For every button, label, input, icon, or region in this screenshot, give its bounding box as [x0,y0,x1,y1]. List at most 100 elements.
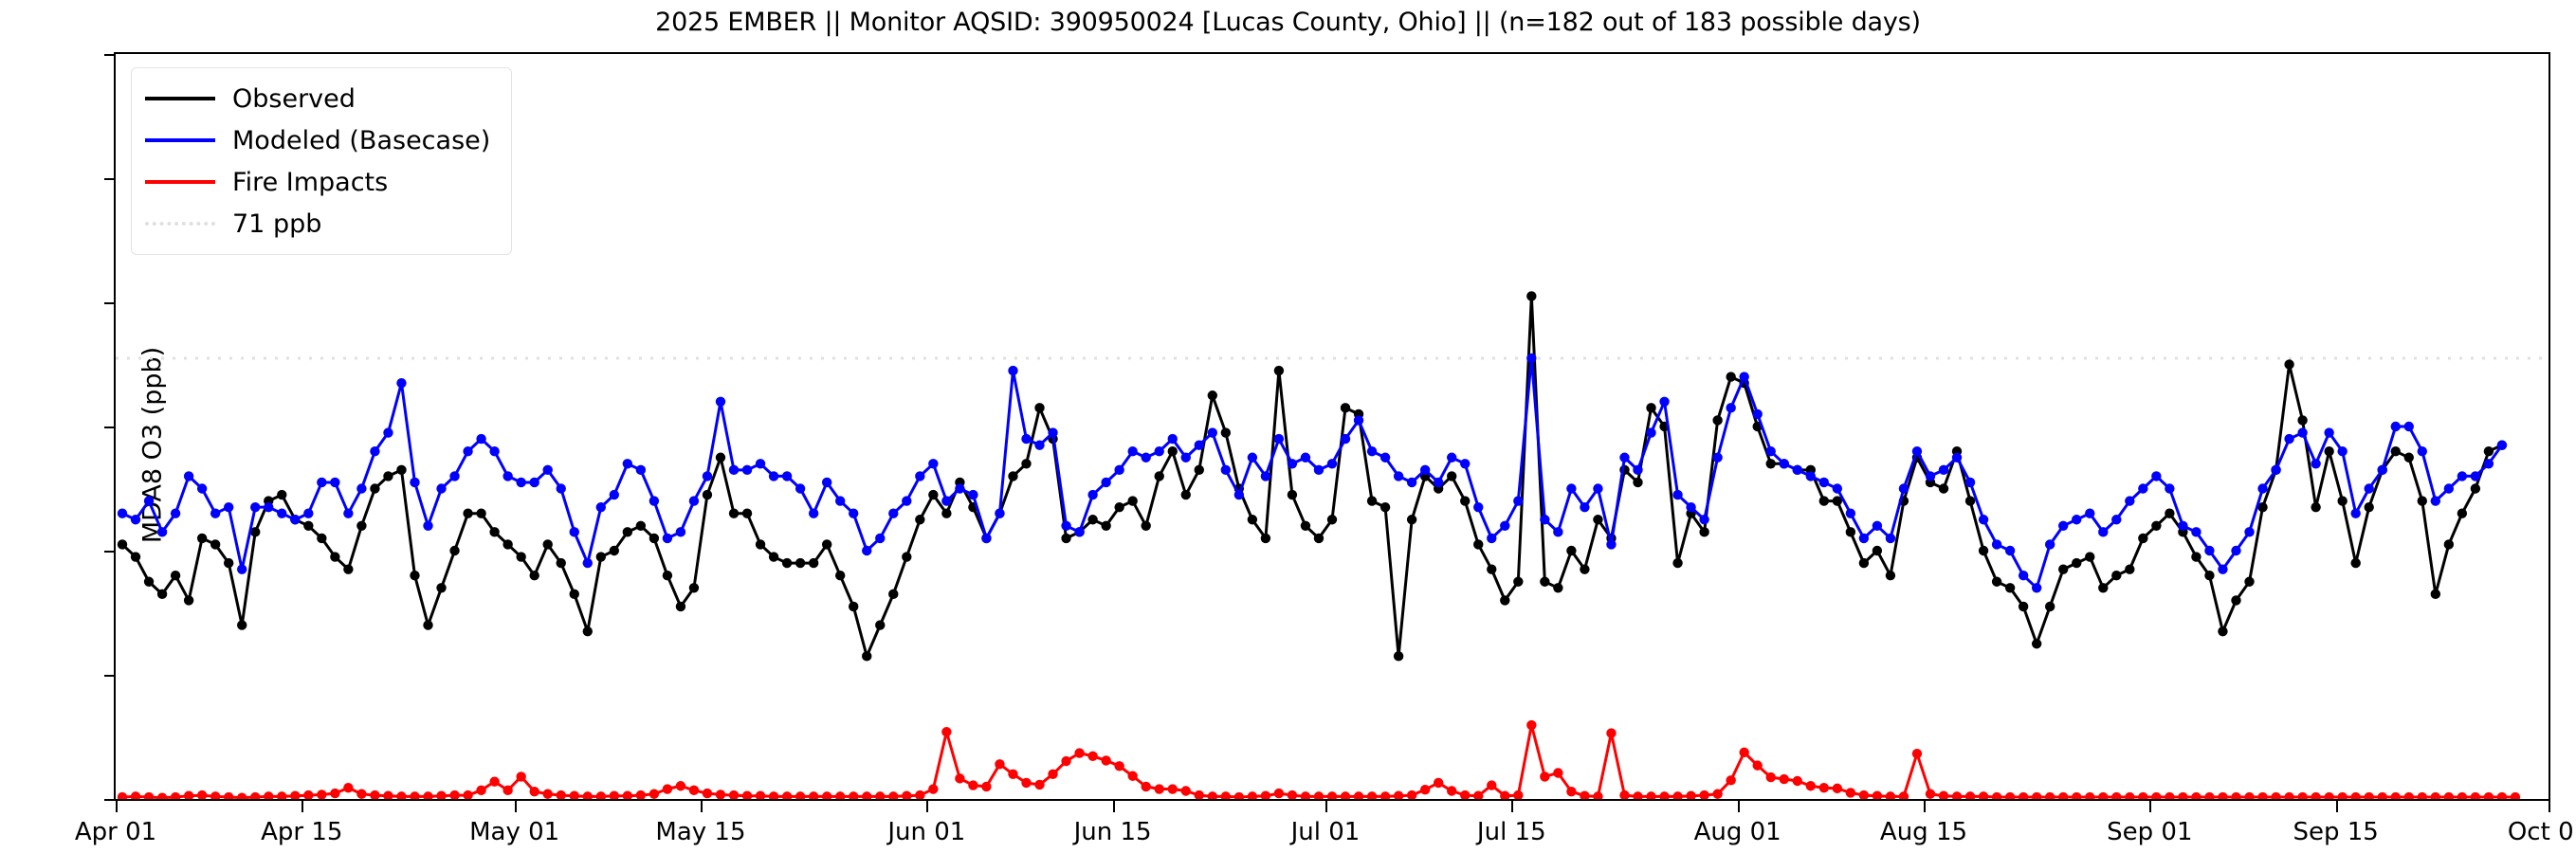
data-point [808,557,819,569]
data-point [1858,789,1870,799]
x-tick-label: Aug 15 [1879,818,1968,846]
data-point [2151,471,2162,481]
x-tick-label: Sep 01 [2107,818,2193,846]
data-point [1513,789,1524,799]
data-point [2111,515,2122,525]
data-point [463,508,473,518]
legend-item[interactable]: Modeled (Basecase) [145,119,490,161]
data-point [196,789,208,799]
data-point [781,471,793,481]
data-point [888,589,899,600]
data-point [1792,775,1802,787]
data-point [383,427,393,438]
data-point [1925,471,1936,481]
data-point [1752,760,1763,771]
data-point [755,539,766,550]
data-point [1672,791,1683,799]
data-point [915,471,925,481]
data-point [2031,791,2042,799]
data-point [2098,527,2109,537]
data-point [768,552,779,562]
data-point [2218,626,2228,637]
data-point [1167,433,1178,445]
data-point [502,539,513,550]
data-point [1818,496,1830,506]
data-point [2390,791,2401,799]
data-point [2350,791,2361,799]
data-point [2165,508,2175,518]
data-point [1260,790,1271,799]
data-point [529,477,539,488]
legend-item[interactable]: 71 ppb [145,203,490,245]
data-point [928,489,939,500]
data-point [542,789,553,799]
data-point [702,489,713,500]
data-point [2138,791,2148,799]
data-point [2470,791,2481,799]
x-tick-mark [1112,801,1115,812]
data-point [795,557,806,569]
data-point [1473,501,1484,513]
data-point [290,790,301,799]
data-point [370,789,380,799]
chart-title: 2025 EMBER || Monitor AQSID: 390950024 [… [655,8,1921,37]
data-point [2031,639,2042,649]
data-point [542,464,553,476]
data-point [2390,421,2401,432]
data-point [1114,761,1124,771]
x-tick-mark [1737,801,1740,812]
data-point [183,790,194,799]
data-point [955,483,965,494]
data-point [715,452,726,463]
legend-swatch-fire-impacts [145,170,215,194]
data-point [1194,789,1204,799]
data-point [476,433,486,445]
data-point [170,508,181,518]
data-point [1885,571,1896,581]
chart-legend: Observed Modeled (Basecase) Fire Impacts 71… [131,67,513,255]
data-point [875,791,886,799]
data-point [2364,483,2374,494]
data-point [1048,427,1058,438]
data-point [250,527,261,537]
data-point [1765,771,1776,783]
data-point [2311,791,2321,799]
data-point [1433,777,1444,789]
data-point [1353,791,1364,799]
data-point [715,789,726,799]
data-point [2218,791,2228,799]
data-point [1101,520,1111,531]
data-point [2417,496,2427,506]
data-point [356,520,367,531]
data-point [1606,728,1617,738]
data-point [702,788,713,799]
legend-item[interactable]: Fire Impacts [145,161,490,203]
data-point [502,785,513,796]
data-point [862,651,872,662]
data-point [675,601,686,612]
data-point [223,501,234,513]
data-point [2271,464,2281,476]
plot-frame: MDA8 O3 (ppb) 020406080100120 Apr 01Apr … [75,52,2576,846]
data-point [1898,483,1909,494]
data-point [1593,515,1603,525]
data-point [2111,571,2122,581]
data-point [1233,791,1245,799]
data-point [675,527,686,537]
data-point [2457,471,2468,481]
data-point [662,533,673,544]
data-point [1180,452,1191,463]
data-point [1832,783,1843,794]
data-point [2443,539,2455,550]
data-point [303,508,314,518]
data-point [821,477,832,488]
legend-item[interactable]: Observed [145,78,490,119]
data-point [2257,791,2268,799]
data-point [1832,496,1843,506]
data-point [1487,780,1497,790]
data-point [370,446,380,457]
data-point [741,508,753,518]
data-point [1726,403,1736,413]
x-tick-label: Jul 15 [1476,818,1546,846]
data-point [2138,483,2148,494]
